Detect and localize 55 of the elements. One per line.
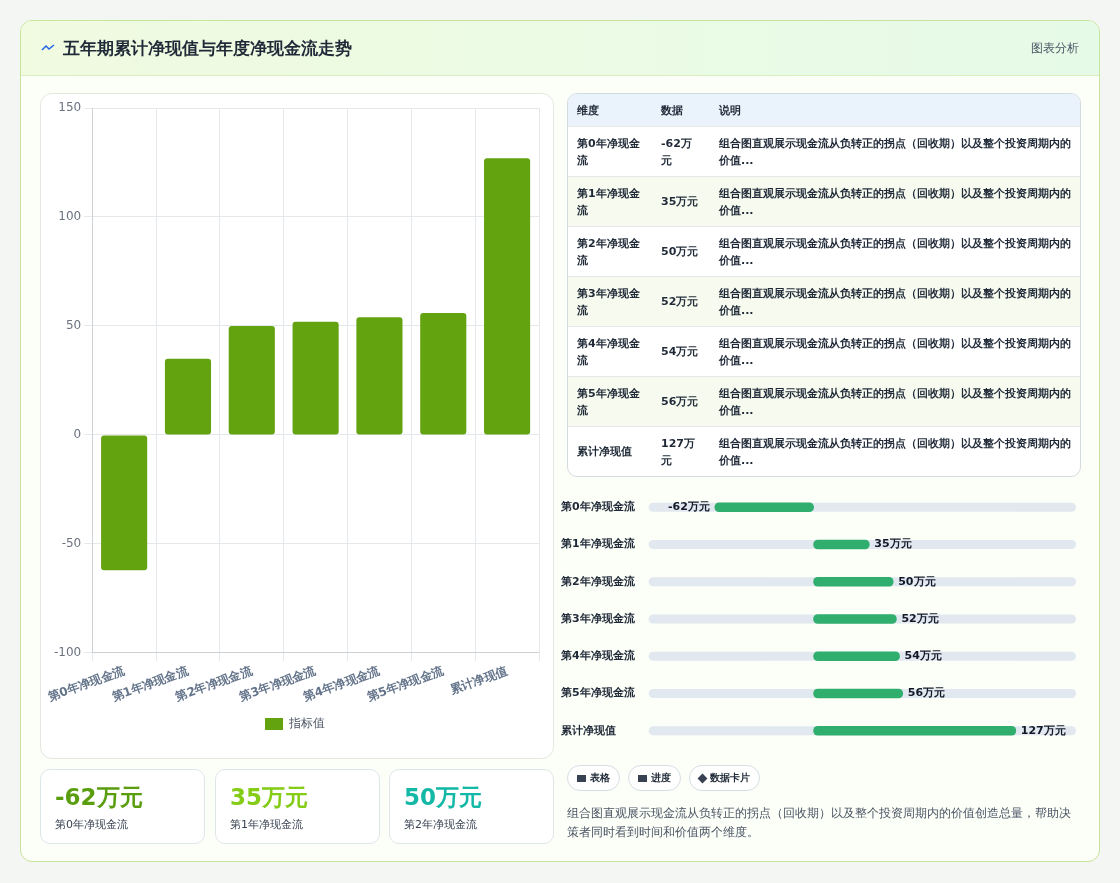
category-label: 第1年净现金流 [230, 818, 303, 831]
data-label: 56万元 [907, 686, 946, 700]
text: 127万元 [652, 426, 710, 476]
text: 50万元 [652, 226, 710, 277]
data-label: 50万元 [898, 574, 936, 588]
text: 54万元 [652, 326, 710, 377]
text: 35万元 [652, 176, 710, 227]
text: 56万元 [652, 376, 710, 427]
x-tick-label: 累计净现值 [447, 663, 510, 698]
text: 图表分析 [1031, 39, 1079, 57]
data-label: 35万元 [874, 537, 912, 551]
bar [813, 539, 870, 550]
category-label: 第2年净现金流 [404, 818, 477, 831]
text: 说明 [710, 94, 1080, 127]
data-label: 127万元 [1020, 723, 1066, 737]
bar [714, 502, 814, 513]
text: 组合图直观展示现金流从负转正的拐点（回收期）以及整个投资周期内的价值... [719, 186, 1071, 217]
y-tick-label: -100 [54, 645, 82, 660]
text: -62万元 [55, 784, 143, 810]
text: 维度 [568, 94, 652, 127]
text: 35万元 [230, 784, 309, 810]
bar [813, 688, 904, 699]
y-tick-label: 第0年净现金流 [560, 500, 636, 514]
text: 数据卡片 [710, 771, 750, 785]
bar [813, 614, 897, 624]
data-label: 54万元 [904, 649, 942, 663]
text: 组合图直观展示现金流从负转正的拐点（回收期）以及整个投资周期内的价值... [710, 126, 1080, 177]
legend-label: 指标值 [288, 716, 325, 731]
text: -62万元 [652, 126, 710, 177]
y-tick-label: 第2年净现金流 [560, 574, 636, 588]
text: 50万元 [404, 784, 483, 810]
y-tick-label: 第1年净现金流 [560, 537, 636, 551]
text: 数据 [652, 94, 710, 127]
y-tick-label: 累计净现值 [560, 723, 616, 737]
text: 组合图直观展示现金流从负转正的拐点（回收期）以及整个投资周期内的价值... [719, 386, 1071, 417]
y-tick-label: 第3年净现金流 [560, 611, 636, 625]
text: 组合图直观展示现金流从负转正的拐点（回收期）以及整个投资周期内的价值... [719, 286, 1071, 317]
text: 组合图直观展示现金流从负转正的拐点（回收期）以及整个投资周期内的价值创造总量，帮助决策者同时看到时间和价值两个维度。 [567, 805, 1072, 841]
text: 组合图直观展示现金流从负转正的拐点（回收期）以及整个投资周期内的价值... [719, 236, 1071, 267]
text: 52万元 [652, 276, 710, 327]
text: 组合图直观展示现金流从负转正的拐点（回收期）以及整个投资周期内的价值... [719, 436, 1071, 467]
y-tick-label: 0 [73, 427, 82, 442]
bar [813, 651, 900, 662]
chart-title: 五年期累计净现值与年度净现金流走势 [63, 36, 352, 60]
text: 进度 [651, 771, 671, 785]
data-label: 52万元 [901, 611, 939, 625]
text: 组合图直观展示现金流从负转正的拐点（回收期）以及整个投资周期内的价值... [719, 336, 1071, 367]
y-tick-label: 第4年净现金流 [560, 649, 636, 663]
y-tick-label: -50 [61, 536, 82, 551]
data-label: -62万元 [667, 500, 710, 514]
y-tick-label: 150 [58, 100, 82, 115]
y-tick-label: 50 [65, 318, 82, 333]
y-tick-label: 100 [58, 209, 82, 224]
bar [813, 576, 894, 587]
text: 表格 [590, 771, 610, 785]
